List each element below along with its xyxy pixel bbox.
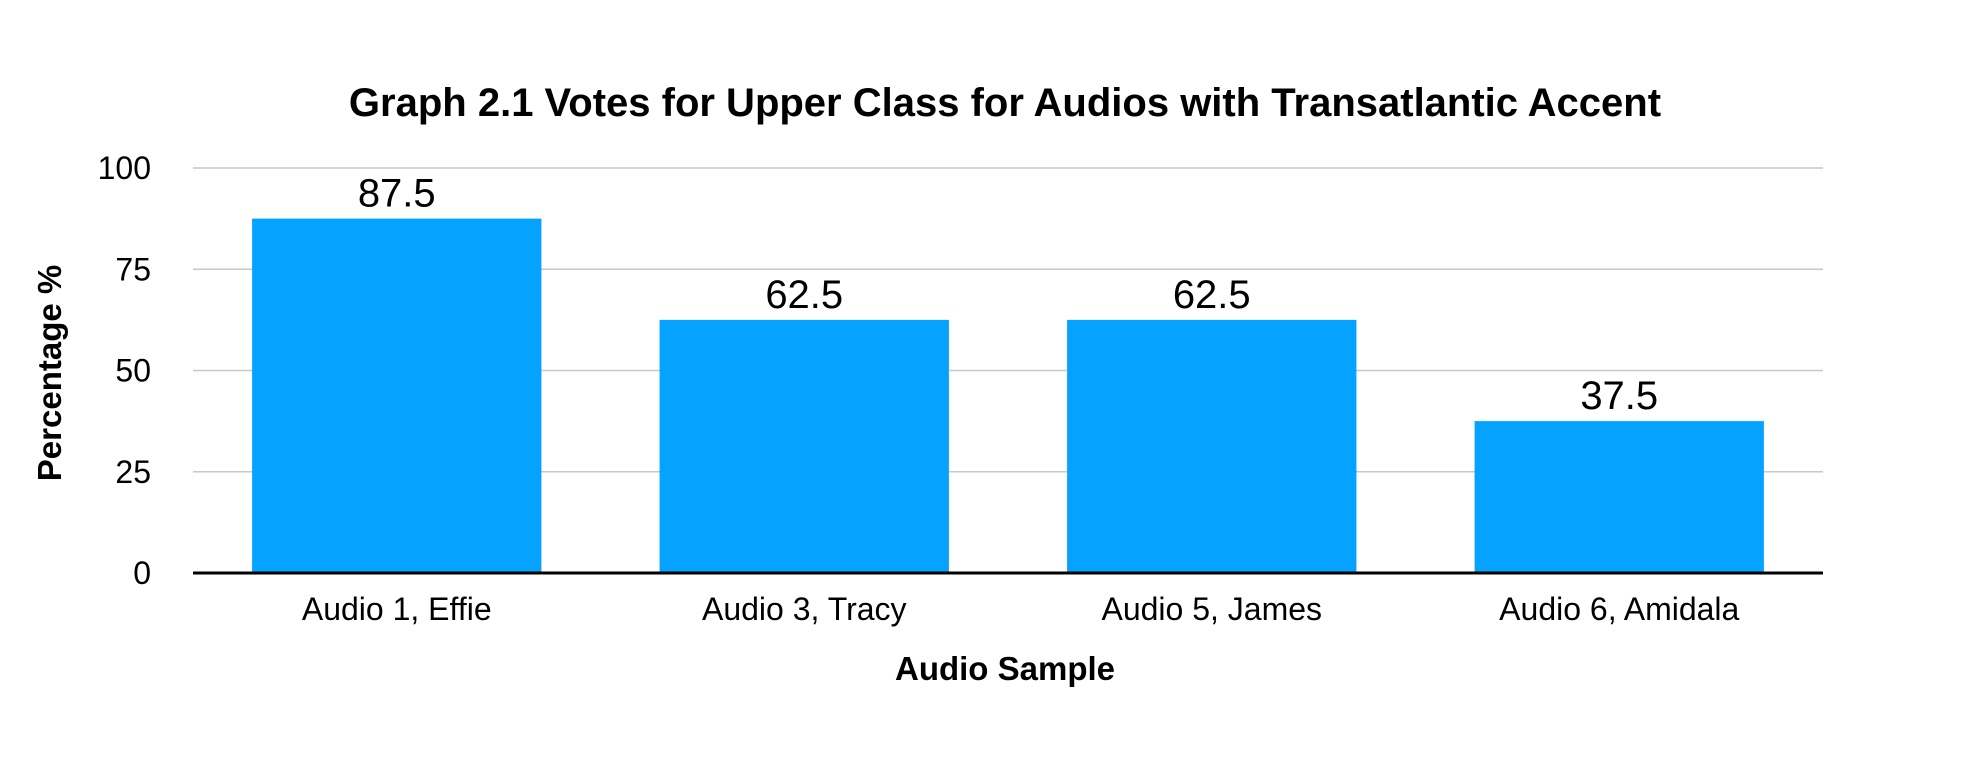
y-tick-label: 100 [98, 150, 151, 186]
data-label: 37.5 [1580, 374, 1658, 418]
x-tick-label: Audio 5, James [1101, 591, 1322, 627]
data-label: 62.5 [1173, 273, 1251, 317]
y-tick-label: 0 [133, 555, 151, 591]
y-axis-title: Percentage % [31, 265, 68, 481]
x-axis-ticks: Audio 1, Effie Audio 3, Tracy Audio 5, Jam… [302, 591, 1740, 627]
bar [1067, 319, 1357, 573]
bar [659, 319, 949, 573]
x-tick-label: Audio 6, Amidala [1499, 591, 1739, 627]
y-axis-ticks: 0 25 50 75 100 [98, 150, 151, 591]
x-tick-label: Audio 3, Tracy [702, 591, 907, 627]
bar [252, 218, 542, 573]
y-tick-label: 50 [115, 353, 151, 389]
data-labels: 87.5 62.5 62.5 37.5 [358, 172, 1658, 419]
bar [1474, 421, 1764, 573]
bars [252, 218, 1764, 573]
data-label: 62.5 [765, 273, 843, 317]
chart-title: Graph 2.1 Votes for Upper Class for Audi… [349, 81, 1661, 125]
y-tick-label: 25 [115, 454, 151, 490]
x-axis-title: Audio Sample [895, 650, 1115, 687]
data-label: 87.5 [358, 172, 436, 216]
y-tick-label: 75 [115, 251, 151, 287]
x-tick-label: Audio 1, Effie [302, 591, 492, 627]
